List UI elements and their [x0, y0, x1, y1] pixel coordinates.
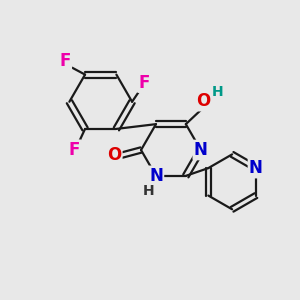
Text: O: O — [107, 146, 121, 164]
Text: H: H — [143, 184, 154, 198]
Text: N: N — [249, 159, 263, 177]
Text: N: N — [149, 167, 163, 185]
Text: N: N — [194, 141, 208, 159]
Text: F: F — [59, 52, 71, 70]
Text: F: F — [138, 74, 150, 92]
Text: F: F — [69, 141, 80, 159]
Text: H: H — [212, 85, 224, 99]
Text: O: O — [196, 92, 210, 110]
